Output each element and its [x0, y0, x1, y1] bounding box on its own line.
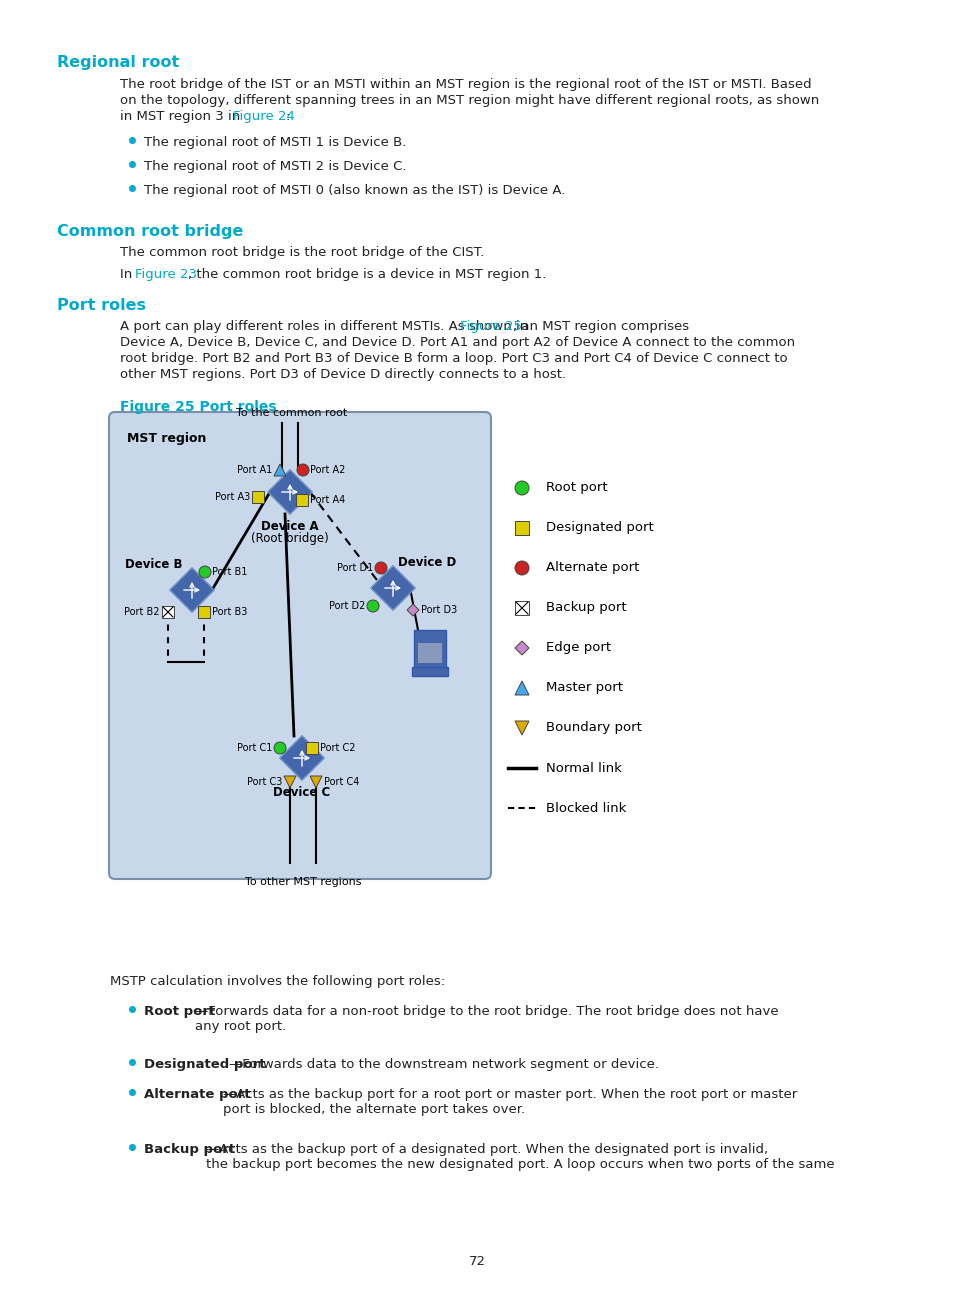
Circle shape	[375, 562, 387, 574]
Text: Port D1: Port D1	[336, 562, 373, 573]
Text: , the common root bridge is a device in MST region 1.: , the common root bridge is a device in …	[188, 268, 546, 281]
Text: —Acts as the backup port of a designated port. When the designated port is inval: —Acts as the backup port of a designated…	[206, 1143, 834, 1172]
Circle shape	[367, 600, 378, 612]
Text: Port roles: Port roles	[57, 298, 146, 314]
Polygon shape	[515, 642, 529, 654]
Polygon shape	[371, 566, 415, 610]
Text: Backup port: Backup port	[144, 1143, 234, 1156]
Text: Device D: Device D	[397, 556, 456, 569]
Text: —Acts as the backup port for a root port or master port. When the root port or m: —Acts as the backup port for a root port…	[223, 1089, 797, 1116]
Bar	[515, 601, 529, 616]
Circle shape	[296, 464, 309, 476]
Polygon shape	[274, 464, 286, 476]
Text: The regional root of MSTI 2 is Device C.: The regional root of MSTI 2 is Device C.	[144, 159, 406, 172]
Text: (Root bridge): (Root bridge)	[251, 531, 329, 546]
Text: Port A1: Port A1	[236, 465, 272, 476]
Polygon shape	[407, 604, 418, 616]
Text: Port A4: Port A4	[310, 495, 345, 505]
Text: Port C3: Port C3	[247, 778, 282, 787]
Text: Alternate port: Alternate port	[144, 1089, 251, 1102]
Polygon shape	[284, 776, 295, 788]
Circle shape	[515, 561, 529, 575]
Bar	[295, 494, 308, 505]
Text: The common root bridge is the root bridge of the CIST.: The common root bridge is the root bridg…	[120, 246, 484, 259]
Text: Device B: Device B	[125, 559, 182, 572]
Polygon shape	[515, 721, 529, 735]
Text: Figure 25: Figure 25	[459, 320, 521, 333]
FancyBboxPatch shape	[109, 412, 491, 879]
Text: Port C2: Port C2	[319, 743, 355, 753]
Text: in MST region 3 in: in MST region 3 in	[120, 110, 244, 123]
Bar	[412, 667, 448, 677]
Text: Port B1: Port B1	[212, 568, 247, 577]
Text: Designated port: Designated port	[144, 1058, 265, 1070]
Text: Port C4: Port C4	[324, 778, 359, 787]
Circle shape	[274, 743, 286, 754]
Bar	[162, 607, 173, 618]
Text: Port B3: Port B3	[212, 607, 247, 617]
Text: Figure 25 Port roles: Figure 25 Port roles	[120, 400, 276, 413]
Circle shape	[515, 481, 529, 495]
Polygon shape	[310, 776, 322, 788]
Text: Device C: Device C	[274, 785, 331, 800]
Text: Backup port: Backup port	[545, 601, 626, 614]
Text: Common root bridge: Common root bridge	[57, 224, 243, 238]
Text: Edge port: Edge port	[545, 642, 611, 654]
Text: The regional root of MSTI 0 (also known as the IST) is Device A.: The regional root of MSTI 0 (also known …	[144, 184, 565, 197]
Polygon shape	[280, 736, 324, 780]
Text: The root bridge of the IST or an MSTI within an MST region is the regional root : The root bridge of the IST or an MSTI wi…	[120, 78, 811, 91]
Text: 72: 72	[468, 1255, 485, 1267]
Text: Designated port: Designated port	[545, 521, 653, 534]
Bar	[306, 743, 317, 754]
Text: Alternate port: Alternate port	[545, 561, 639, 574]
Bar	[515, 521, 529, 535]
Text: Root port: Root port	[144, 1004, 215, 1017]
Polygon shape	[268, 470, 312, 515]
Text: Blocked link: Blocked link	[545, 801, 626, 814]
Circle shape	[199, 566, 211, 578]
Polygon shape	[170, 568, 213, 612]
Text: Figure 24: Figure 24	[233, 110, 294, 123]
Text: Port C1: Port C1	[236, 743, 272, 753]
Text: , an MST region comprises: , an MST region comprises	[513, 320, 688, 333]
Text: Normal link: Normal link	[545, 762, 621, 775]
Text: Device A: Device A	[261, 520, 318, 533]
Text: :: :	[286, 110, 290, 123]
Text: Port B2: Port B2	[125, 607, 160, 617]
Text: Port A3: Port A3	[214, 492, 250, 502]
Bar	[198, 607, 210, 618]
Bar	[414, 630, 446, 667]
Text: Port D3: Port D3	[420, 605, 456, 616]
Text: other MST regions. Port D3 of Device D directly connects to a host.: other MST regions. Port D3 of Device D d…	[120, 368, 565, 381]
Text: MST region: MST region	[127, 432, 206, 445]
Text: Figure 23: Figure 23	[135, 268, 196, 281]
Text: To other MST regions: To other MST regions	[245, 877, 361, 886]
Text: —Forwards data to the downstream network segment or device.: —Forwards data to the downstream network…	[229, 1058, 659, 1070]
Text: Port D2: Port D2	[328, 601, 365, 610]
Text: Root port: Root port	[545, 482, 607, 495]
Text: To the common root: To the common root	[236, 408, 347, 419]
Text: A port can play different roles in different MSTIs. As shown in: A port can play different roles in diffe…	[120, 320, 532, 333]
Text: The regional root of MSTI 1 is Device B.: The regional root of MSTI 1 is Device B.	[144, 136, 406, 149]
Text: on the topology, different spanning trees in an MST region might have different : on the topology, different spanning tree…	[120, 95, 819, 108]
Text: MSTP calculation involves the following port roles:: MSTP calculation involves the following …	[110, 975, 445, 988]
Polygon shape	[515, 680, 529, 695]
Text: Regional root: Regional root	[57, 54, 179, 70]
Text: root bridge. Port B2 and Port B3 of Device B form a loop. Port C3 and Port C4 of: root bridge. Port B2 and Port B3 of Devi…	[120, 353, 787, 365]
Bar	[252, 491, 264, 503]
Text: Master port: Master port	[545, 682, 622, 695]
Text: —Forwards data for a non-root bridge to the root bridge. The root bridge does no: —Forwards data for a non-root bridge to …	[194, 1004, 778, 1033]
Text: In: In	[120, 268, 136, 281]
Text: Device A, Device B, Device C, and Device D. Port A1 and port A2 of Device A conn: Device A, Device B, Device C, and Device…	[120, 336, 794, 349]
Text: Port A2: Port A2	[310, 465, 345, 476]
Text: Boundary port: Boundary port	[545, 722, 641, 735]
Bar	[417, 643, 441, 664]
